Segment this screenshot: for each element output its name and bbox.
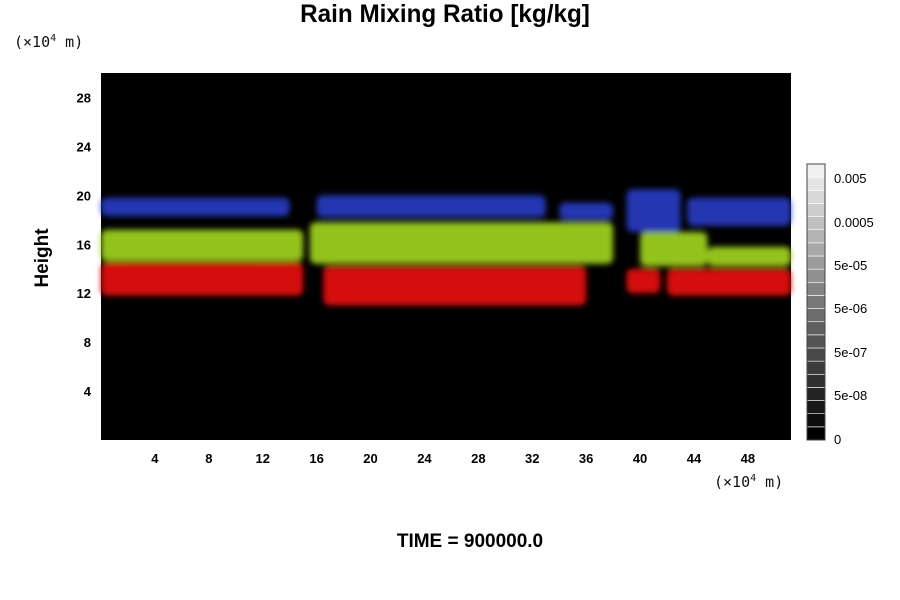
colorbar-label: 5e-06 xyxy=(834,301,867,316)
x-tick-label: 4 xyxy=(151,451,159,466)
colorbar-segment xyxy=(806,426,826,441)
colorbar-label: 5e-05 xyxy=(834,258,867,273)
colorbar-segment xyxy=(806,360,826,375)
colorbar-segment xyxy=(806,334,826,349)
y-tick-label: 4 xyxy=(84,384,92,399)
x-unit-exponent: 4 xyxy=(750,473,757,484)
colorbar-segment xyxy=(806,281,826,296)
y-tick-label: 20 xyxy=(77,188,91,203)
colorbar-segment xyxy=(806,242,826,257)
colorbar-segment xyxy=(806,347,826,362)
chart-title: Rain Mixing Ratio [kg/kg] xyxy=(300,0,590,28)
band-middle-segment xyxy=(707,246,791,267)
x-tick-label: 40 xyxy=(633,451,647,466)
colorbar-label: 0.0005 xyxy=(834,215,874,230)
band-top-segment xyxy=(626,189,681,233)
colorbar-segment xyxy=(806,308,826,323)
x-tick-label: 12 xyxy=(255,451,269,466)
x-tick-label: 48 xyxy=(741,451,755,466)
colorbar-label: 0 xyxy=(834,432,841,447)
y-tick-label: 28 xyxy=(77,90,91,105)
colorbar-segment xyxy=(806,321,826,336)
x-axis-unit: (×104 m) xyxy=(714,473,783,491)
time-label: TIME = 900000.0 xyxy=(396,531,544,552)
band-middle-segment xyxy=(640,232,708,267)
colorbar-segment xyxy=(806,268,826,283)
band-bottom-segment xyxy=(101,262,304,296)
y-tick-labels: 4 8 12 16 20 24 28 xyxy=(77,90,92,399)
band-top-segment xyxy=(687,197,791,226)
x-tick-label: 24 xyxy=(417,451,432,466)
y-tick-label: 24 xyxy=(77,139,92,154)
y-unit-prefix: (×10 xyxy=(14,33,51,51)
colorbar-label: 5e-08 xyxy=(834,388,867,403)
x-tick-label: 28 xyxy=(471,451,485,466)
band-middle-segment xyxy=(309,222,614,264)
band-bottom-segment xyxy=(667,268,791,296)
x-tick-label: 44 xyxy=(687,451,702,466)
y-unit-exponent: 4 xyxy=(50,33,57,44)
colorbar-segment xyxy=(806,387,826,401)
colorbar-label: 5e-07 xyxy=(834,345,867,360)
y-tick-label: 12 xyxy=(77,286,91,301)
band-top-segment xyxy=(316,195,546,218)
x-unit-prefix: (×10 xyxy=(714,473,751,491)
band-top-segment xyxy=(559,202,614,220)
x-unit-suffix: m) xyxy=(756,473,784,491)
y-axis-unit: (×104 m) xyxy=(14,33,83,51)
colorbar: 0.005 0.0005 5e-05 5e-06 5e-07 5e-08 0 xyxy=(806,163,874,447)
colorbar-frame xyxy=(806,163,826,441)
x-tick-labels: 4 8 12 16 20 24 28 32 36 40 44 48 xyxy=(151,451,755,466)
band-bottom-segment xyxy=(626,268,661,294)
x-tick-label: 32 xyxy=(525,451,539,466)
band-middle-segment xyxy=(101,229,304,262)
colorbar-segment xyxy=(806,189,826,204)
colorbar-segment xyxy=(806,203,826,217)
band-bottom-segment xyxy=(323,266,587,306)
y-unit-suffix: m) xyxy=(56,33,84,51)
colorbar-segment xyxy=(806,400,826,415)
x-tick-label: 20 xyxy=(363,451,377,466)
colorbar-segment xyxy=(806,295,826,309)
colorbar-label: 0.005 xyxy=(834,171,867,186)
colorbar-segment xyxy=(806,163,826,178)
y-tick-label: 16 xyxy=(77,237,91,252)
y-tick-label: 8 xyxy=(84,335,91,350)
band-top-segment xyxy=(101,197,290,217)
x-tick-label: 8 xyxy=(205,451,212,466)
colorbar-segment xyxy=(806,373,826,388)
x-tick-label: 36 xyxy=(579,451,593,466)
colorbar-segment xyxy=(806,216,826,231)
colorbar-segment xyxy=(806,176,826,191)
colorbar-segment xyxy=(806,229,826,244)
rain-bands xyxy=(101,189,791,306)
x-tick-label: 16 xyxy=(309,451,323,466)
colorbar-segment xyxy=(806,255,826,270)
colorbar-segment xyxy=(806,413,826,428)
